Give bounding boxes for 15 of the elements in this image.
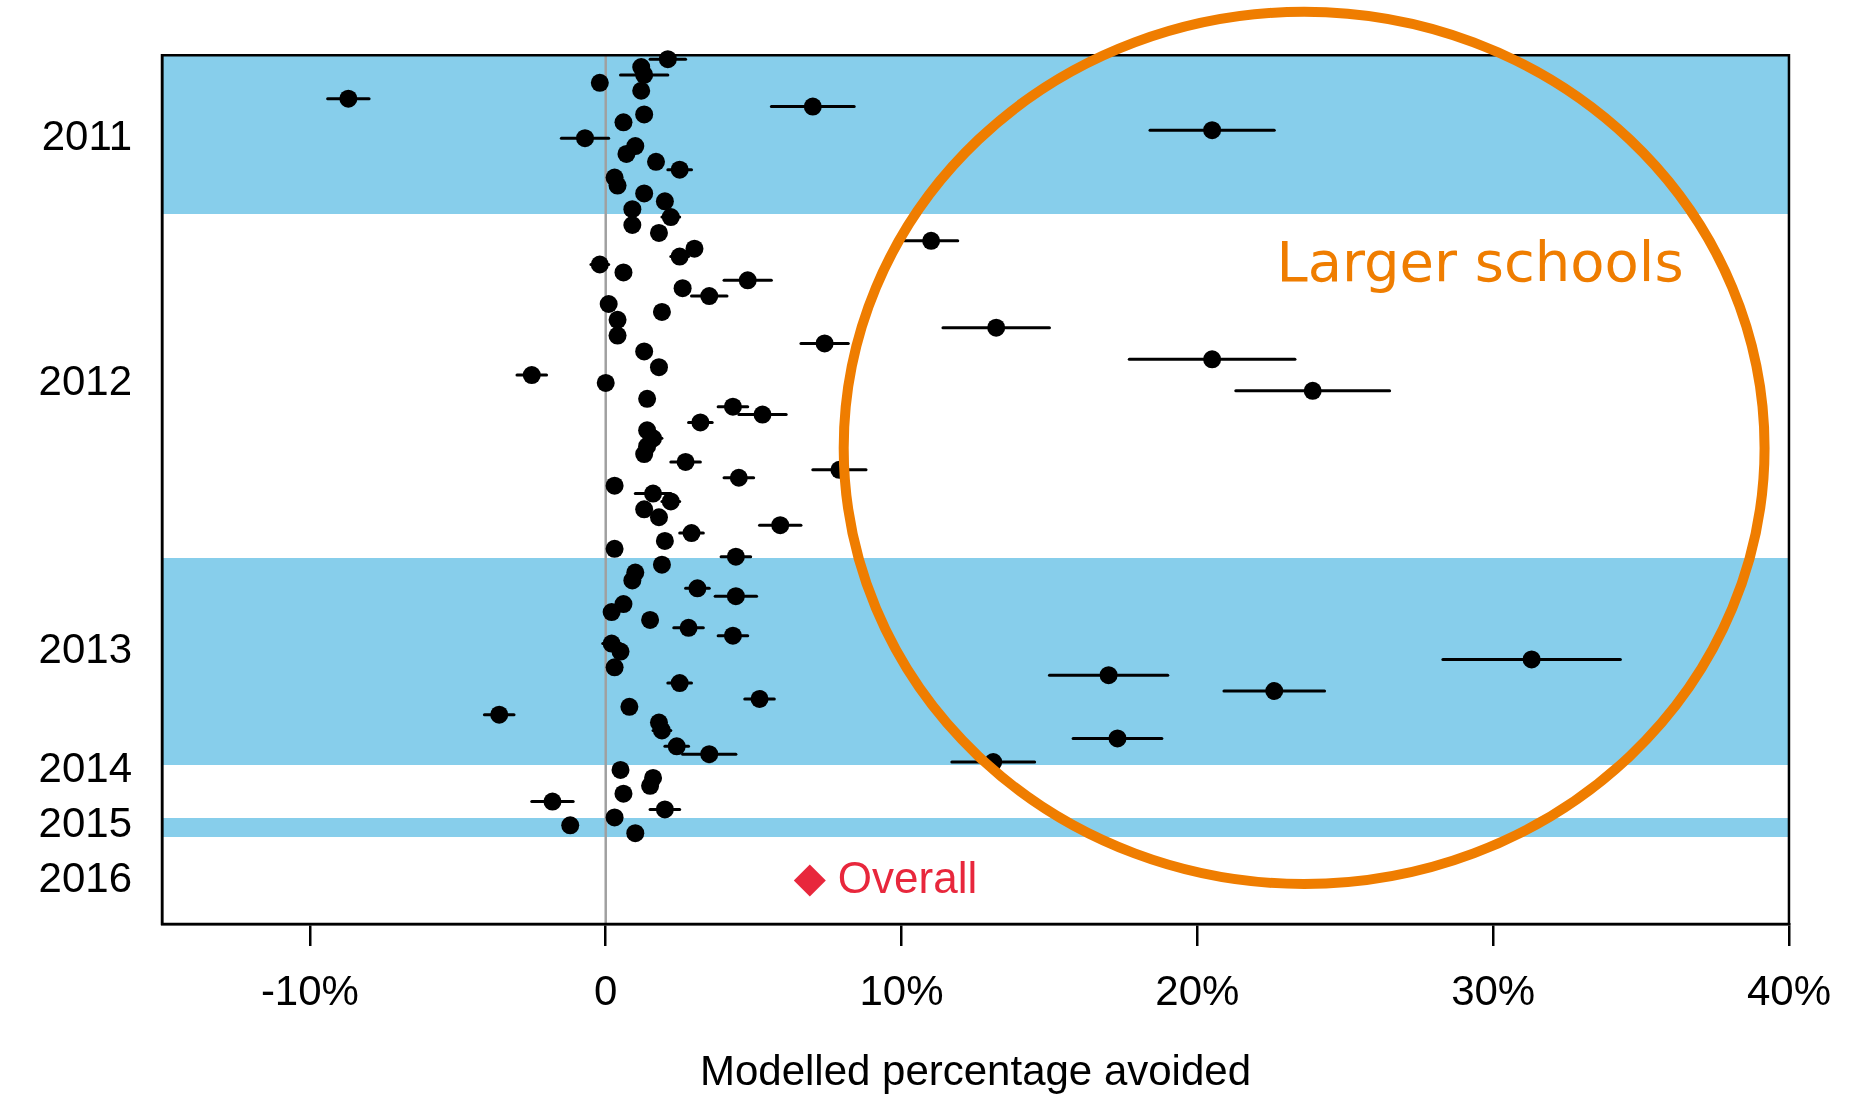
series-label: Overall	[837, 852, 978, 902]
y-tick-label: 2016	[38, 854, 132, 902]
annotation: Larger schools	[1276, 228, 1684, 294]
x-tick-label: 0	[594, 966, 618, 1014]
x-tick-label: -10%	[260, 966, 359, 1014]
y-tick-label: 2012	[38, 356, 132, 404]
x-tick-label: 40%	[1746, 966, 1831, 1014]
x-tick-label: 20%	[1155, 966, 1240, 1014]
x-tick-label: 10%	[859, 966, 944, 1014]
y-tick-label: 2011	[41, 111, 132, 159]
y-tick-label: 2014	[38, 743, 132, 791]
x-tick-label: 30%	[1451, 966, 1536, 1014]
x-axis-title: Modelled percentage avoided	[699, 1047, 1252, 1095]
y-tick-label: 2013	[38, 625, 132, 673]
y-tick-label: 2015	[38, 798, 132, 846]
